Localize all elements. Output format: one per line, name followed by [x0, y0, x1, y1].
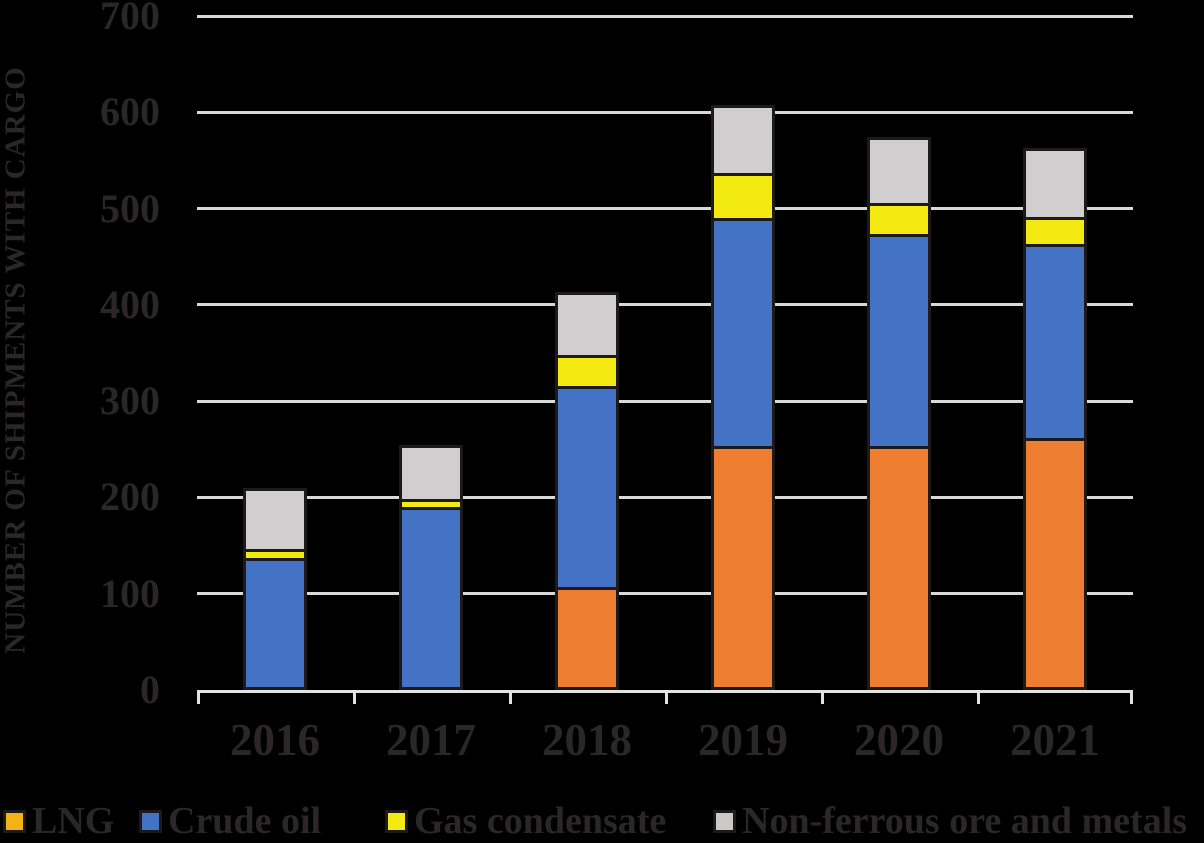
- y-tick-label: 300: [100, 378, 160, 424]
- bar-segment-crude-oil: [243, 558, 307, 690]
- x-axis-tick: [353, 690, 356, 704]
- x-axis-tick: [197, 690, 200, 704]
- x-axis-label-2020: 2020: [854, 715, 944, 765]
- y-tick-label: 400: [100, 281, 160, 327]
- y-tick-label: 100: [100, 570, 160, 616]
- y-tick-label: 200: [100, 474, 160, 520]
- plot-area: [197, 14, 1133, 704]
- bar-segment-crude-oil: [711, 218, 775, 447]
- gridline-200: [197, 495, 1133, 499]
- x-axis-label-2021: 2021: [1010, 715, 1100, 765]
- bar-segment-non-ferrous-ore-and-metals: [711, 104, 775, 173]
- legend-swatch-icon: [385, 810, 408, 833]
- bar-segment-lng: [711, 446, 775, 690]
- bar-segment-crude-oil: [867, 233, 931, 447]
- bar-segment-non-ferrous-ore-and-metals: [399, 444, 463, 500]
- legend-item-lng: LNG: [3, 799, 114, 843]
- bar-segment-non-ferrous-ore-and-metals: [1023, 147, 1087, 218]
- legend: LNG Crude oil Gas condensate Non-ferrous or…: [0, 799, 1204, 842]
- bar-segment-non-ferrous-ore-and-metals: [555, 292, 619, 355]
- legend-item-non-ferrous-ore-and-metals: Non-ferrous ore and metals: [713, 799, 1187, 843]
- x-axis-label-2016: 2016: [230, 715, 320, 765]
- x-axis-tick: [977, 690, 980, 704]
- bar-2018: [555, 292, 619, 690]
- bar-segment-lng: [555, 586, 619, 690]
- bar-segment-gas-condensate: [399, 499, 463, 508]
- gridline-300: [197, 399, 1133, 403]
- y-tick-label: 700: [100, 0, 160, 38]
- bar-2016: [243, 487, 307, 690]
- gridline-600: [197, 110, 1133, 114]
- legend-swatch-icon: [139, 810, 162, 833]
- legend-label: Gas condensate: [414, 800, 667, 842]
- x-axis-labels: 2016 2017 2018 2019 2020 2021: [197, 714, 1133, 770]
- bar-segment-gas-condensate: [711, 172, 775, 219]
- bar-segment-gas-condensate: [1023, 217, 1087, 245]
- x-axis-label-2017: 2017: [386, 715, 476, 765]
- legend-item-gas-condensate: Gas condensate: [385, 799, 666, 843]
- bar-segment-lng: [1023, 437, 1087, 690]
- bar-segment-gas-condensate: [867, 202, 931, 234]
- y-tick-label: 600: [100, 89, 160, 135]
- bar-2020: [867, 137, 931, 690]
- bar-segment-crude-oil: [1023, 244, 1087, 438]
- gridline-100: [197, 592, 1133, 596]
- legend-label: Crude oil: [168, 800, 322, 842]
- x-axis-label-2018: 2018: [542, 715, 632, 765]
- bar-segment-crude-oil: [399, 507, 463, 690]
- bar-segment-crude-oil: [555, 385, 619, 587]
- y-tick-label: 0: [140, 667, 160, 712]
- bar-2021: [1023, 147, 1087, 690]
- legend-swatch-icon: [713, 810, 736, 833]
- x-axis-tick: [509, 690, 512, 704]
- bar-segment-gas-condensate: [555, 354, 619, 386]
- x-axis-tick: [1130, 690, 1133, 704]
- legend-swatch-icon: [3, 810, 26, 833]
- bar-segment-non-ferrous-ore-and-metals: [867, 137, 931, 203]
- bar-2017: [399, 444, 463, 690]
- bar-segment-non-ferrous-ore-and-metals: [243, 487, 307, 550]
- bar-segment-gas-condensate: [243, 549, 307, 559]
- gridline-400: [197, 303, 1133, 307]
- x-axis-label-2019: 2019: [698, 715, 788, 765]
- bar-2019: [711, 104, 775, 690]
- bar-segment-lng: [867, 446, 931, 690]
- legend-label: Non-ferrous ore and metals: [742, 800, 1188, 842]
- y-axis-tick-labels: 0 100 200 300 400 500 600 700: [0, 0, 160, 710]
- x-axis-tick: [665, 690, 668, 704]
- gridline-500: [197, 207, 1133, 211]
- legend-label: LNG: [32, 800, 115, 842]
- x-axis-tick: [821, 690, 824, 704]
- legend-item-crude-oil: Crude oil: [139, 799, 321, 843]
- y-tick-label: 500: [100, 185, 160, 231]
- gridline-700: [197, 14, 1133, 18]
